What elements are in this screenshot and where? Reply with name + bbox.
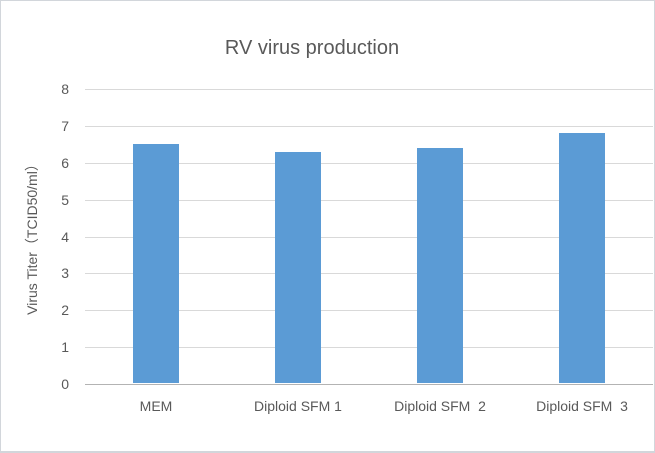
y-tick-label: 3 bbox=[61, 265, 69, 282]
y-tick-label: 4 bbox=[61, 228, 69, 245]
gridline bbox=[85, 347, 653, 349]
x-category-label: Diploid SFM 2 bbox=[394, 398, 486, 414]
y-tick-label: 6 bbox=[61, 154, 69, 171]
y-tick-label: 7 bbox=[61, 117, 69, 134]
bar bbox=[417, 148, 463, 383]
gridline bbox=[85, 125, 653, 127]
bar bbox=[275, 151, 321, 383]
gridline bbox=[85, 199, 653, 201]
gridline bbox=[85, 162, 653, 164]
gridline bbox=[85, 89, 653, 90]
bar bbox=[133, 144, 179, 383]
gridline bbox=[85, 236, 653, 238]
x-category-label: Diploid SFM 3 bbox=[536, 398, 628, 414]
y-tick-label: 1 bbox=[61, 339, 69, 356]
y-tick-label: 5 bbox=[61, 191, 69, 208]
x-axis-line bbox=[85, 384, 653, 385]
gridline bbox=[85, 273, 653, 275]
y-tick-label: 0 bbox=[61, 376, 69, 392]
y-tick-label: 8 bbox=[61, 81, 69, 97]
bar bbox=[559, 133, 605, 383]
gridline bbox=[85, 310, 653, 312]
chart-title: RV virus production bbox=[224, 37, 400, 59]
y-tick-label: 2 bbox=[61, 302, 69, 319]
x-category-label: MEM bbox=[139, 398, 173, 414]
x-category-label: Diploid SFM 1 bbox=[254, 398, 342, 414]
plot-area bbox=[85, 89, 653, 385]
